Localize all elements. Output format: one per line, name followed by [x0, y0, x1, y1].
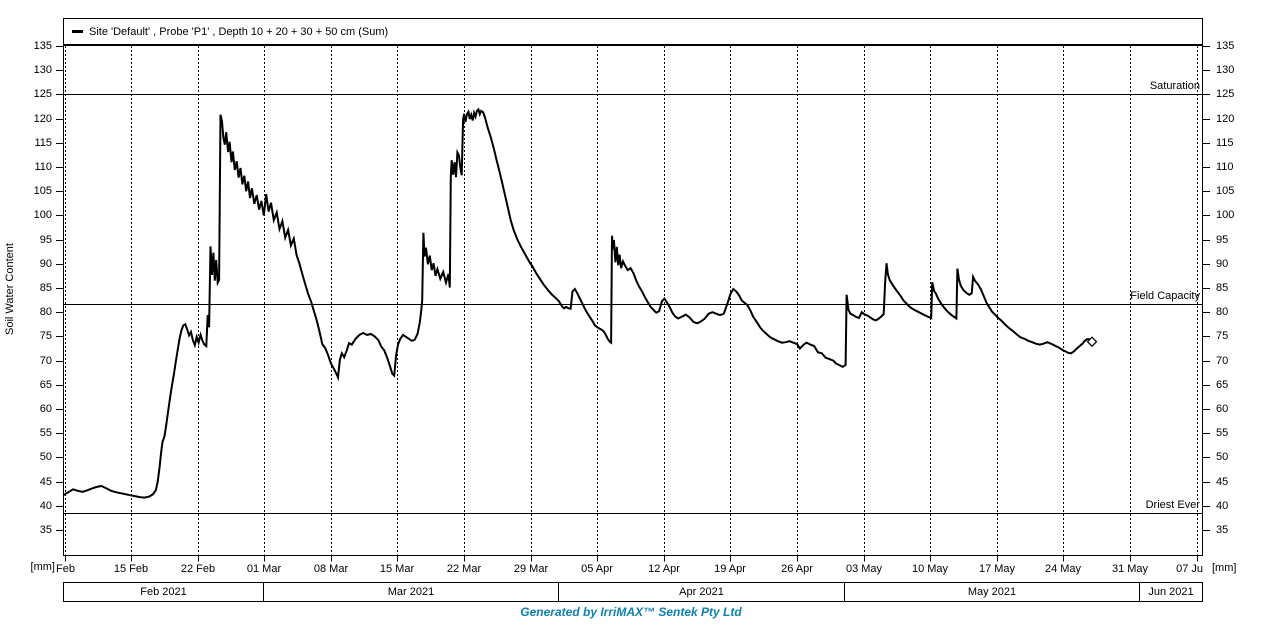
month-band: Mar 2021: [264, 582, 559, 602]
y-tick-label-left: 35: [39, 523, 52, 536]
y-tick-label-right: 35: [1216, 523, 1229, 536]
y-tick-label-right: 90: [1216, 257, 1229, 270]
month-band: Jun 2021: [1140, 582, 1203, 602]
y-tick-label-left: 85: [39, 281, 52, 294]
month-band: Apr 2021: [559, 582, 845, 602]
month-band-label: Mar 2021: [387, 586, 435, 598]
legend-label: Site 'Default' , Probe 'P1' , Depth 10 +…: [89, 25, 389, 38]
x-tick-label: 17 May: [978, 563, 1016, 575]
x-tick-label: 26 Apr: [781, 563, 813, 575]
y-tick-label-right: 115: [1216, 136, 1234, 149]
month-band-label: Jun 2021: [1148, 586, 1194, 598]
x-tick-label: 07 Ju: [1176, 563, 1203, 575]
y-tick-label-left: 50: [39, 450, 52, 463]
y-tick-label-left: 40: [39, 499, 52, 512]
y-tick-label-right: 130: [1216, 63, 1235, 76]
x-tick-label: 03 May: [845, 563, 883, 575]
y-tick-label-left: 105: [33, 184, 52, 197]
y-tick-label-right: 70: [1216, 354, 1229, 367]
month-band-label: May 2021: [967, 586, 1017, 598]
x-tick-label: 31 May: [1111, 563, 1149, 575]
y-tick-label-left: 120: [33, 112, 52, 125]
y-tick-label-right: 55: [1216, 426, 1229, 439]
y-tick-label-right: 100: [1216, 208, 1235, 221]
field-capacity-line-label: Field Capacity: [1130, 289, 1200, 302]
month-band: Feb 2021: [63, 582, 264, 602]
y-tick-label-left: 60: [39, 402, 52, 415]
y-tick-label-right: 125: [1216, 87, 1235, 100]
x-tick-label: 12 Apr: [648, 563, 680, 575]
x-tick-label: 22 Mar: [446, 563, 482, 575]
x-tick-label: 22 Feb: [180, 563, 216, 575]
x-tick-label: 15 Mar: [379, 563, 415, 575]
y-tick-label-right: 75: [1216, 329, 1229, 342]
y-tick-label-right: 105: [1216, 184, 1235, 197]
y-tick-label-right: 110: [1216, 160, 1234, 173]
y-tick-label-left: 70: [39, 354, 52, 367]
y-tick-label-right: 45: [1216, 475, 1229, 488]
x-tick-label: 05 Apr: [581, 563, 613, 575]
y-tick-label-right: 95: [1216, 233, 1229, 246]
footer-credit: Generated by IrriMAX™ Sentek Pty Ltd: [520, 605, 742, 619]
soil-water-curve: [62, 107, 1093, 499]
plot-border: [63, 18, 1203, 556]
y-tick-label-right: 60: [1216, 402, 1229, 415]
x-tick-label: 19 Apr: [714, 563, 746, 575]
y-tick-label-left: 55: [39, 426, 52, 439]
y-tick-label-right: 50: [1216, 450, 1229, 463]
legend: Site 'Default' , Probe 'P1' , Depth 10 +…: [63, 18, 1203, 45]
y-tick-label-left: 135: [33, 39, 52, 52]
y-tick-label-left: 90: [39, 257, 52, 270]
y-tick-label-left: 95: [39, 233, 52, 246]
x-tick-label: 01 Mar: [246, 563, 282, 575]
y-tick-label-left: 75: [39, 329, 52, 342]
x-tick-label: Feb: [56, 563, 75, 575]
y-tick-label-right: 135: [1216, 39, 1235, 52]
y-axis-unit-left: [mm]: [30, 561, 55, 573]
saturation-line-label: Saturation: [1149, 79, 1200, 92]
series-line-swatch-icon: [72, 30, 83, 33]
x-tick-label: 29 Mar: [513, 563, 549, 575]
x-tick-label: 08 Mar: [313, 563, 349, 575]
y-tick-label-left: 110: [34, 160, 52, 173]
y-tick-label-left: 100: [33, 208, 52, 221]
y-tick-label-right: 120: [1216, 112, 1235, 125]
x-tick-label: 10 May: [911, 563, 949, 575]
driest-ever-line-label: Driest Ever: [1145, 498, 1200, 511]
y-tick-label-left: 80: [39, 305, 52, 318]
month-band-label: Apr 2021: [679, 586, 724, 598]
x-tick-label: 15 Feb: [113, 563, 149, 575]
y-tick-label-left: 130: [33, 63, 52, 76]
y-tick-label-right: 85: [1216, 281, 1229, 294]
y-tick-label-right: 65: [1216, 378, 1229, 391]
y-tick-label-left: 115: [34, 136, 52, 149]
month-band: May 2021: [845, 582, 1140, 602]
y-tick-label-left: 125: [33, 87, 52, 100]
y-tick-label-right: 40: [1216, 499, 1229, 512]
end-marker-diamond-icon: [1086, 336, 1098, 348]
y-tick-label-left: 65: [39, 378, 52, 391]
y-tick-label-right: 80: [1216, 305, 1229, 318]
x-tick-label: 24 May: [1044, 563, 1082, 575]
y-axis-unit-right: [mm]: [1212, 562, 1237, 574]
y-tick-label-left: 45: [39, 475, 52, 488]
month-band-label: Feb 2021: [140, 586, 187, 598]
